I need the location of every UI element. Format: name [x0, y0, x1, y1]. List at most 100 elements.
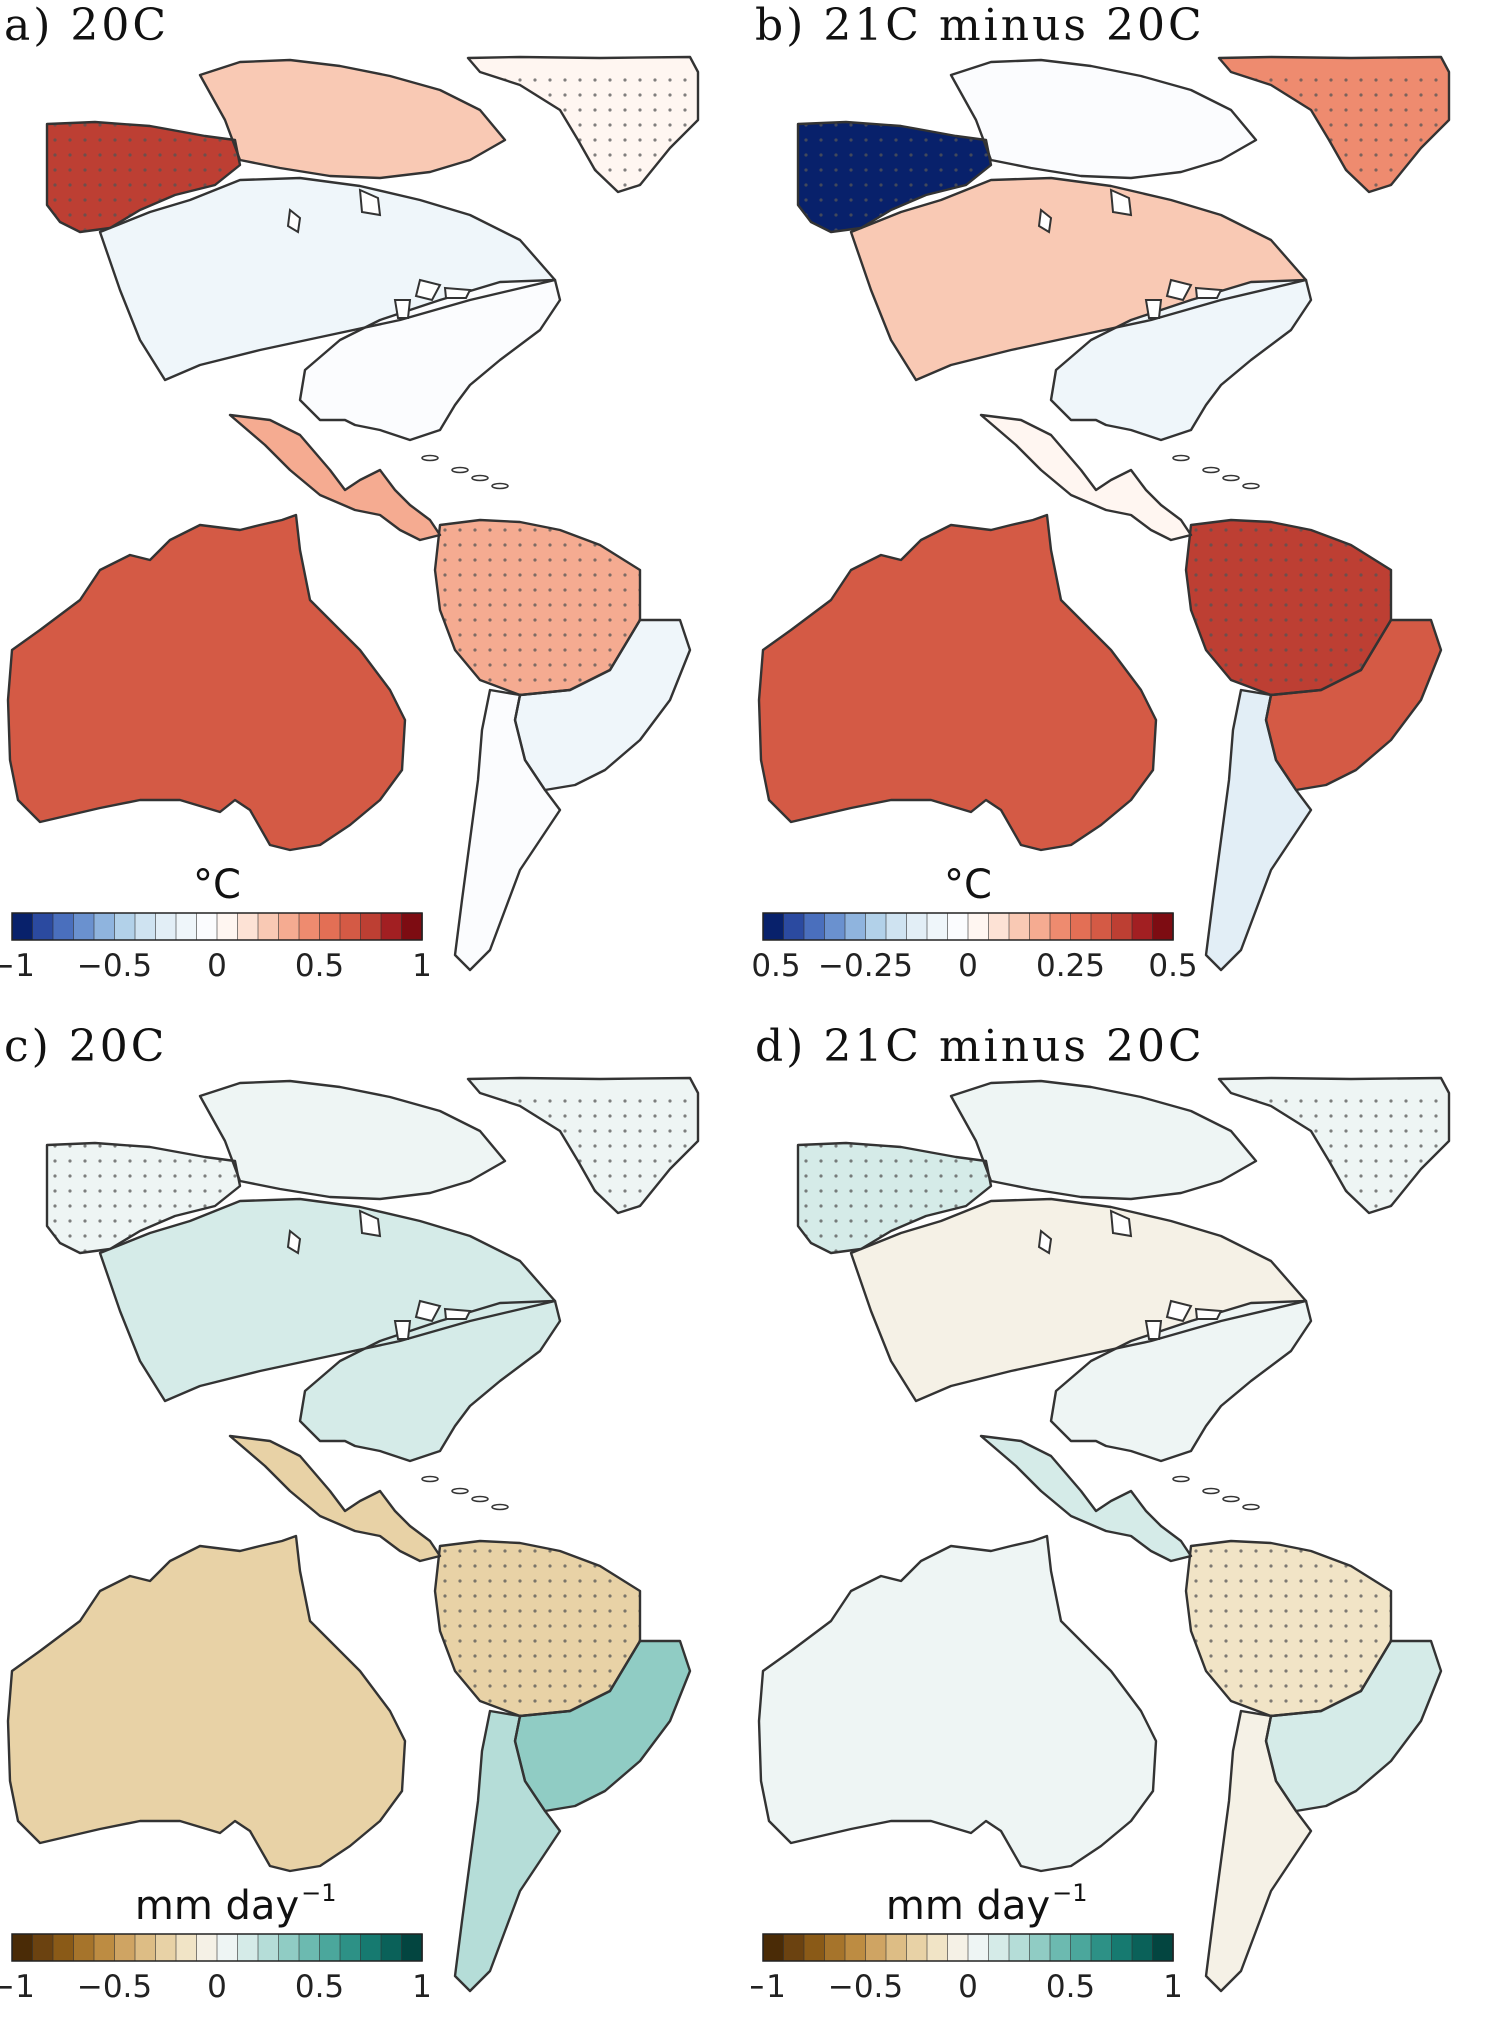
colorbar-swatch — [257, 1933, 280, 1962]
colorbar-swatch — [1090, 1933, 1113, 1962]
unit-superscript: −1 — [1052, 1879, 1087, 1907]
colorbar-tick-label: 0.5 — [295, 1969, 344, 2005]
colorbar-swatch — [1008, 912, 1031, 941]
colorbar-swatch — [278, 912, 300, 941]
lake-outline — [414, 1299, 442, 1323]
colorbar-swatch — [155, 912, 177, 941]
colorbar-tick-label: −1 — [0, 1969, 35, 2005]
lake-outline — [1109, 1209, 1133, 1238]
colorbar-swatch — [52, 1933, 75, 1962]
coastline — [1204, 1709, 1313, 1993]
colorbar-swatch — [1049, 1933, 1072, 1962]
coastline — [466, 55, 700, 194]
colorbar-swatch — [360, 1933, 382, 1962]
lake-outline — [358, 1209, 382, 1238]
colorbar-swatch — [783, 1933, 805, 1962]
colorbar-frame — [762, 1933, 1174, 1962]
colorbar-swatch — [196, 1933, 218, 1962]
unit-label: mm day — [135, 1883, 299, 1929]
colorbar-swatch — [380, 1933, 403, 1962]
unit-label: °C — [193, 862, 241, 908]
island-outline — [1172, 454, 1190, 462]
region-eastern-brazil — [515, 620, 690, 790]
colorbar-swatch — [134, 912, 157, 941]
colorbar-swatch — [906, 912, 928, 941]
colorbar-frame — [762, 912, 1174, 941]
colorbar-tick-label: 0.25 — [1036, 948, 1105, 984]
region-canada-arctic — [200, 60, 505, 178]
colorbar-swatch — [1152, 912, 1174, 941]
region-australia — [8, 515, 405, 850]
colorbar-swatch — [73, 1933, 95, 1962]
region-canada-arctic — [951, 60, 1256, 178]
colorbar-tick-label: −1 — [751, 1969, 786, 2005]
colorbar-swatch — [988, 912, 1010, 941]
region-eastern-us — [1051, 280, 1311, 440]
colorbar-swatch — [196, 912, 218, 941]
colorbar-swatch — [865, 912, 887, 941]
colorbar-tick-label: −0.5 — [77, 1969, 152, 2005]
coastline — [298, 1299, 562, 1463]
colorbar-swatch — [947, 912, 969, 941]
coastline — [796, 120, 993, 234]
island-outline — [451, 466, 469, 474]
lake-outline — [1165, 278, 1193, 302]
lake-outline — [414, 278, 442, 302]
colorbar-swatch — [360, 912, 382, 941]
colorbar-swatch — [380, 912, 403, 941]
colorbar-swatch — [844, 1933, 867, 1962]
colorbar-swatch — [1070, 912, 1092, 941]
coastline — [757, 513, 1158, 852]
panel-a-temperature-20c: a) 20C −1 −0.5 0 0.5 1 °C — [0, 0, 751, 1021]
colorbar-tick-label: −0.5 — [751, 948, 801, 984]
significance-stipple — [1194, 528, 1391, 695]
colorbar-swatch — [319, 1933, 341, 1962]
island-outline — [471, 474, 489, 482]
region-central-north-america — [851, 178, 1306, 380]
colorbar-swatch — [885, 912, 908, 941]
colorbar-swatch — [216, 912, 239, 941]
island-outline — [471, 1495, 489, 1503]
region-patagonia — [1206, 1711, 1311, 1991]
coastline — [45, 120, 242, 234]
colorbar-swatch — [52, 912, 75, 941]
coastline — [1217, 55, 1451, 194]
panel-c-precipitation-20c: c) 20C −1 −0.5 0 0.5 1 mm day −1 — [0, 1021, 751, 2042]
region-eastern-brazil — [1266, 1641, 1441, 1811]
colorbar-swatch — [824, 912, 846, 941]
lake-outline — [393, 1320, 412, 1340]
coastline — [6, 513, 407, 852]
colorbar-tick-label: 0.5 — [1046, 1969, 1095, 2005]
unit-label: mm day — [886, 1883, 1050, 1929]
colorbar-swatch — [1152, 1933, 1174, 1962]
island-outline — [1202, 466, 1220, 474]
coastline — [1049, 278, 1313, 442]
colorbar-swatch — [32, 912, 54, 941]
panel-b-temperature-change: b) 21C minus 20C −0.5 −0.25 0 0.25 0.5 °C — [751, 0, 1502, 1021]
island-outline — [1222, 1495, 1240, 1503]
colorbar-swatch — [319, 912, 341, 941]
colorbar-swatch — [257, 912, 280, 941]
region-canada-arctic — [951, 1081, 1256, 1199]
coastline — [228, 413, 442, 542]
coastline — [453, 1709, 562, 1993]
region-eastern-us — [1051, 1301, 1311, 1461]
coastline — [466, 1076, 700, 1215]
island-outline — [491, 482, 509, 490]
colorbar-swatch — [114, 1933, 136, 1962]
colorbar-swatch — [947, 1933, 969, 1962]
colorbar-swatch — [339, 1933, 362, 1962]
panel-a-map: a) 20C −1 −0.5 0 0.5 1 °C — [0, 0, 700, 984]
colorbar-tick-label: 0 — [958, 948, 978, 984]
panel-d-map: d) 21C minus 20C−1 −0.5 0 0.5 1mm day −1 — [751, 1021, 1451, 2005]
colorbar-swatch — [155, 1933, 177, 1962]
region-alaska — [47, 1143, 240, 1253]
colorbar-swatch — [237, 912, 259, 941]
panel-title: c) 20C — [4, 1021, 167, 1072]
lake-outline — [286, 208, 302, 234]
island-outline — [1222, 474, 1240, 482]
colorbar-swatch — [1090, 912, 1113, 941]
panel-title: b) 21C minus 20C — [755, 0, 1205, 51]
colorbar-swatch — [93, 912, 116, 941]
region-alaska — [798, 1143, 991, 1253]
